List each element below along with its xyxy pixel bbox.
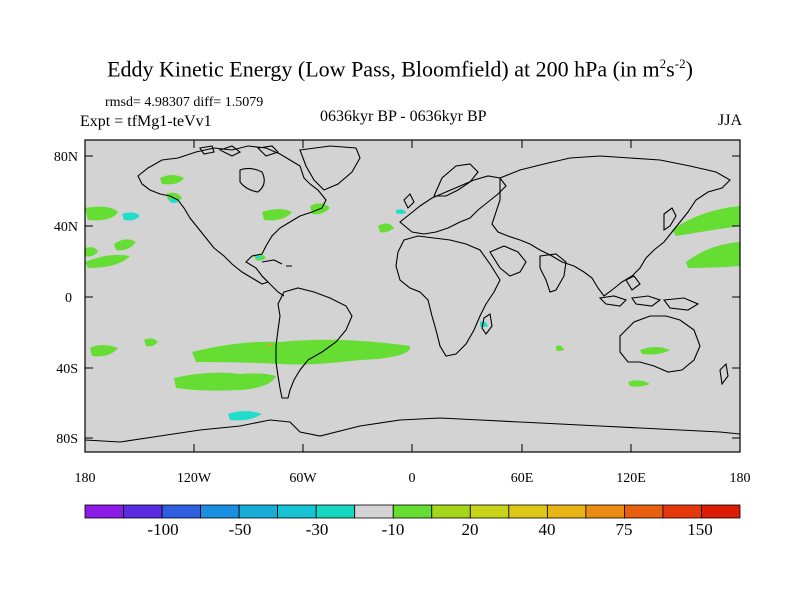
lon-label-0: 0: [409, 471, 416, 486]
coast-africa: [395, 235, 501, 357]
colorbar-box: [84, 504, 124, 519]
patch-australia-south: [640, 347, 670, 355]
patch-south-pacific-small: [90, 345, 118, 357]
coast-india: [539, 253, 567, 293]
colorbar-label-minus50: -50: [229, 520, 252, 539]
patch-cyan-south-pacific: [228, 411, 262, 421]
colorbar-box: [238, 504, 279, 519]
coast-europe: [399, 175, 507, 235]
season-label: JJA: [717, 112, 742, 129]
colorbar-box: [701, 504, 741, 519]
patch-cyan-atlantic: [396, 209, 406, 214]
patch-pacific-mid: [114, 239, 136, 251]
coast-british-isles: [403, 193, 415, 209]
colorbar-label-minus100: -100: [147, 520, 178, 539]
coast-asia: [491, 155, 731, 297]
colorbar-box: [431, 504, 471, 519]
colorbar-box: [354, 504, 394, 519]
colorbar-box: [624, 504, 664, 519]
coast-southeast-asia-isles: [598, 275, 700, 311]
lat-ticks: [85, 155, 740, 439]
colorbar-box: [469, 504, 510, 519]
colorbar-label-minus10: -10: [382, 520, 405, 539]
coast-arabia: [489, 245, 527, 277]
lat-label-80s: 80S: [56, 432, 78, 447]
coast-new-zealand: [719, 362, 729, 386]
lon-label-120w: 120W: [177, 471, 212, 486]
lat-label-80n: 80N: [54, 150, 78, 165]
lat-label-0: 0: [65, 291, 72, 306]
lat-label-40s: 40S: [56, 362, 78, 377]
patch-central-pacific: [85, 247, 98, 257]
coastlines: [85, 145, 740, 443]
coast-north-america: [137, 145, 327, 285]
colorbar-box: [200, 504, 240, 519]
colorbar-box: [546, 504, 587, 519]
lon-label-180e: 180: [730, 471, 751, 486]
colorbar-label-150: 150: [687, 520, 713, 539]
coast-australia: [619, 315, 701, 373]
patch-orange-small: [268, 344, 272, 346]
coast-arctic-isles: [199, 145, 280, 157]
colorbar-label-40: 40: [539, 520, 556, 539]
coast-caribbean-isles: [261, 259, 292, 267]
patch-south-pacific-dot: [144, 338, 158, 347]
coast-hudson-bay: [239, 167, 265, 193]
coast-greenland: [299, 145, 361, 191]
colorbar-box: [662, 504, 702, 519]
lon-label-60e: 60E: [511, 471, 534, 486]
lon-label-180w: 180: [75, 471, 96, 486]
plot-title: Eddy Kinetic Energy (Low Pass, Bloomfiel…: [107, 56, 693, 82]
colorbar-box: [392, 504, 433, 519]
coast-japan: [663, 207, 677, 232]
anomaly-patches: [85, 175, 740, 421]
experiment-label: Expt = tfMg1-teVv1: [80, 113, 212, 130]
colorbar-label-20: 20: [462, 520, 479, 539]
coast-scandinavia: [433, 163, 479, 197]
lon-ticks: [193, 140, 632, 452]
coast-central-america: [261, 275, 285, 297]
colorbar-box: [277, 504, 317, 519]
map-background: [85, 140, 740, 452]
patch-southern-band-a: [192, 339, 411, 365]
coast-madagascar: [481, 313, 493, 335]
colorbar-label-75: 75: [616, 520, 633, 539]
patch-south-ocean-east: [628, 380, 650, 387]
patch-north-atlantic: [378, 223, 394, 233]
colorbar-label-minus30: -30: [306, 520, 329, 539]
coast-antarctica: [85, 417, 740, 443]
colorbar-box: [585, 504, 625, 519]
stats-text: rmsd= 4.98307 diff= 1.5079: [105, 95, 264, 110]
patch-alaska: [160, 175, 184, 185]
patch-indian-ocean: [556, 345, 564, 351]
colorbar-box: [161, 504, 201, 519]
patch-north-pacific-west: [85, 206, 118, 221]
colorbar-box: [123, 504, 163, 519]
patch-southern-band-b: [174, 372, 276, 391]
patch-hawaii: [85, 254, 130, 268]
patch-cyan-north-pacific: [122, 212, 140, 221]
patch-north-america: [262, 209, 292, 221]
colorbar-box: [508, 504, 548, 519]
patch-west-pacific-25n: [686, 242, 740, 268]
lat-label-40n: 40N: [54, 220, 78, 235]
patch-west-pacific-40n: [672, 206, 740, 236]
lon-label-120e: 120E: [616, 471, 646, 486]
colorbar: [84, 504, 741, 519]
colorbar-box: [315, 504, 356, 519]
period-label: 0636kyr BP - 0636kyr BP: [320, 108, 487, 125]
lon-label-60w: 60W: [289, 471, 317, 486]
patch-cyan-caribbean: [256, 255, 262, 259]
coast-south-america: [275, 287, 353, 399]
